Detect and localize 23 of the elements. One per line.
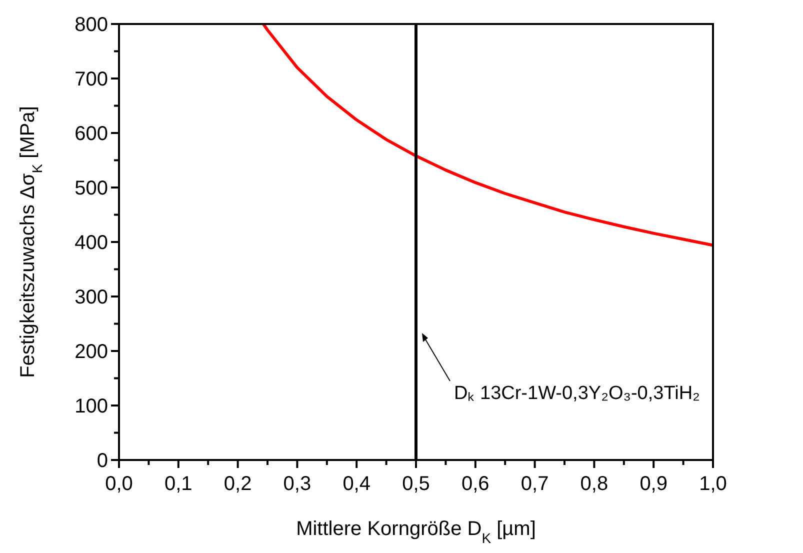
x-tick-label: 0,9 (640, 473, 668, 495)
ref-line-label: Dₖ 13Cr-1W-0,3Y₂O₃-0,3TiH₂ (454, 382, 700, 404)
x-tick-label: 0,4 (342, 473, 371, 495)
y-tick-label: 700 (74, 68, 108, 90)
x-axis-title: Mittlere Korngröße D$_{K}$ [µm] (296, 518, 536, 546)
x-tick-label: 0,2 (224, 473, 252, 495)
x-tick-label: 0,7 (520, 473, 549, 495)
x-tick-label: 0,1 (164, 473, 192, 495)
y-tick-label: 800 (74, 14, 108, 36)
y-tick-label: 200 (74, 341, 108, 363)
y-tick-label: 500 (74, 178, 108, 200)
y-tick-label: 300 (74, 286, 108, 308)
x-tick-label: 0,0 (105, 473, 133, 495)
y-tick-label: 600 (74, 123, 108, 145)
y-tick-label: 400 (74, 232, 108, 254)
x-tick-label: 0,6 (461, 473, 490, 495)
y-tick-label: 0 (96, 450, 108, 472)
x-tick-label: 0,5 (402, 473, 430, 495)
line-series (262, 22, 714, 247)
y-tick-label: 100 (74, 396, 108, 418)
x-tick-label: 0,3 (283, 473, 312, 495)
x-tick-label: 0,8 (580, 473, 608, 495)
x-tick-label: 1,0 (699, 473, 727, 495)
